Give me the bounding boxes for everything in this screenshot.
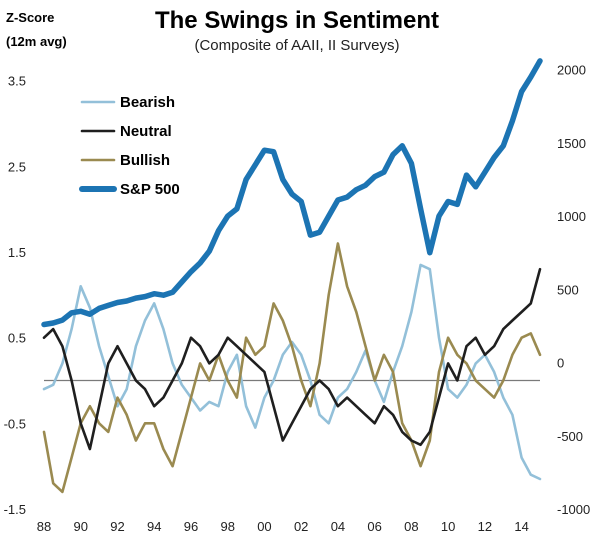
legend-label-neutral: Neutral <box>120 123 172 140</box>
x-tick-label: 08 <box>404 519 418 534</box>
y-left-tick-label: 1.5 <box>8 245 26 260</box>
x-tick-label: 10 <box>441 519 455 534</box>
series-line-bearish <box>42 263 542 481</box>
y-right-tick-label: -1000 <box>557 502 590 517</box>
y-left-tick-label: 3.5 <box>8 74 26 89</box>
y-right-tick-label: 500 <box>557 282 579 297</box>
chart-subtitle: (Composite of AAII, II Surveys) <box>194 37 399 54</box>
y-left-tick-label: -0.5 <box>4 416 26 431</box>
x-tick-label: 06 <box>367 519 381 534</box>
y-left-tick-label: -1.5 <box>4 502 26 517</box>
x-tick-label: 04 <box>331 519 345 534</box>
y-right-tick-label: 1000 <box>557 209 586 224</box>
series-line-bullish <box>42 242 542 494</box>
y-left-tick-label: 2.5 <box>8 159 26 174</box>
x-tick-label: 92 <box>110 519 124 534</box>
x-tick-label: 02 <box>294 519 308 534</box>
chart-title: The Swings in Sentiment <box>155 7 439 34</box>
y-right-tick-label: 2000 <box>557 63 586 78</box>
legend: Bearish Neutral Bullish S&P 500 <box>79 94 180 198</box>
x-tick-label: 12 <box>478 519 492 534</box>
series-line-s-p-500 <box>41 58 543 328</box>
x-tick-label: 00 <box>257 519 271 534</box>
y-right-tick-label: -500 <box>557 429 583 444</box>
y-right-tick-label: 0 <box>557 356 564 371</box>
y-axis-label-line-1: Z-Score <box>6 10 54 25</box>
x-tick-label: 98 <box>220 519 234 534</box>
x-tick-label: 88 <box>37 519 51 534</box>
x-tick-label: 14 <box>514 519 528 534</box>
plot-area <box>41 58 543 494</box>
legend-label-s-p-500: S&P 500 <box>120 181 180 198</box>
legend-label-bearish: Bearish <box>120 94 175 111</box>
y-axis-label-line-2: (12m avg) <box>6 34 67 49</box>
x-tick-label: 96 <box>184 519 198 534</box>
legend-label-bullish: Bullish <box>120 152 170 169</box>
axis-ticks: 88 90 92 94 96 98 00 02 04 06 08 10 12 14 3.5 2.5 1.5 0.5… <box>4 63 591 534</box>
y-left-tick-label: 0.5 <box>8 331 26 346</box>
y-right-tick-label: 1500 <box>557 136 586 151</box>
x-tick-label: 94 <box>147 519 161 534</box>
x-tick-label: 90 <box>74 519 88 534</box>
series-line-neutral <box>42 267 542 451</box>
